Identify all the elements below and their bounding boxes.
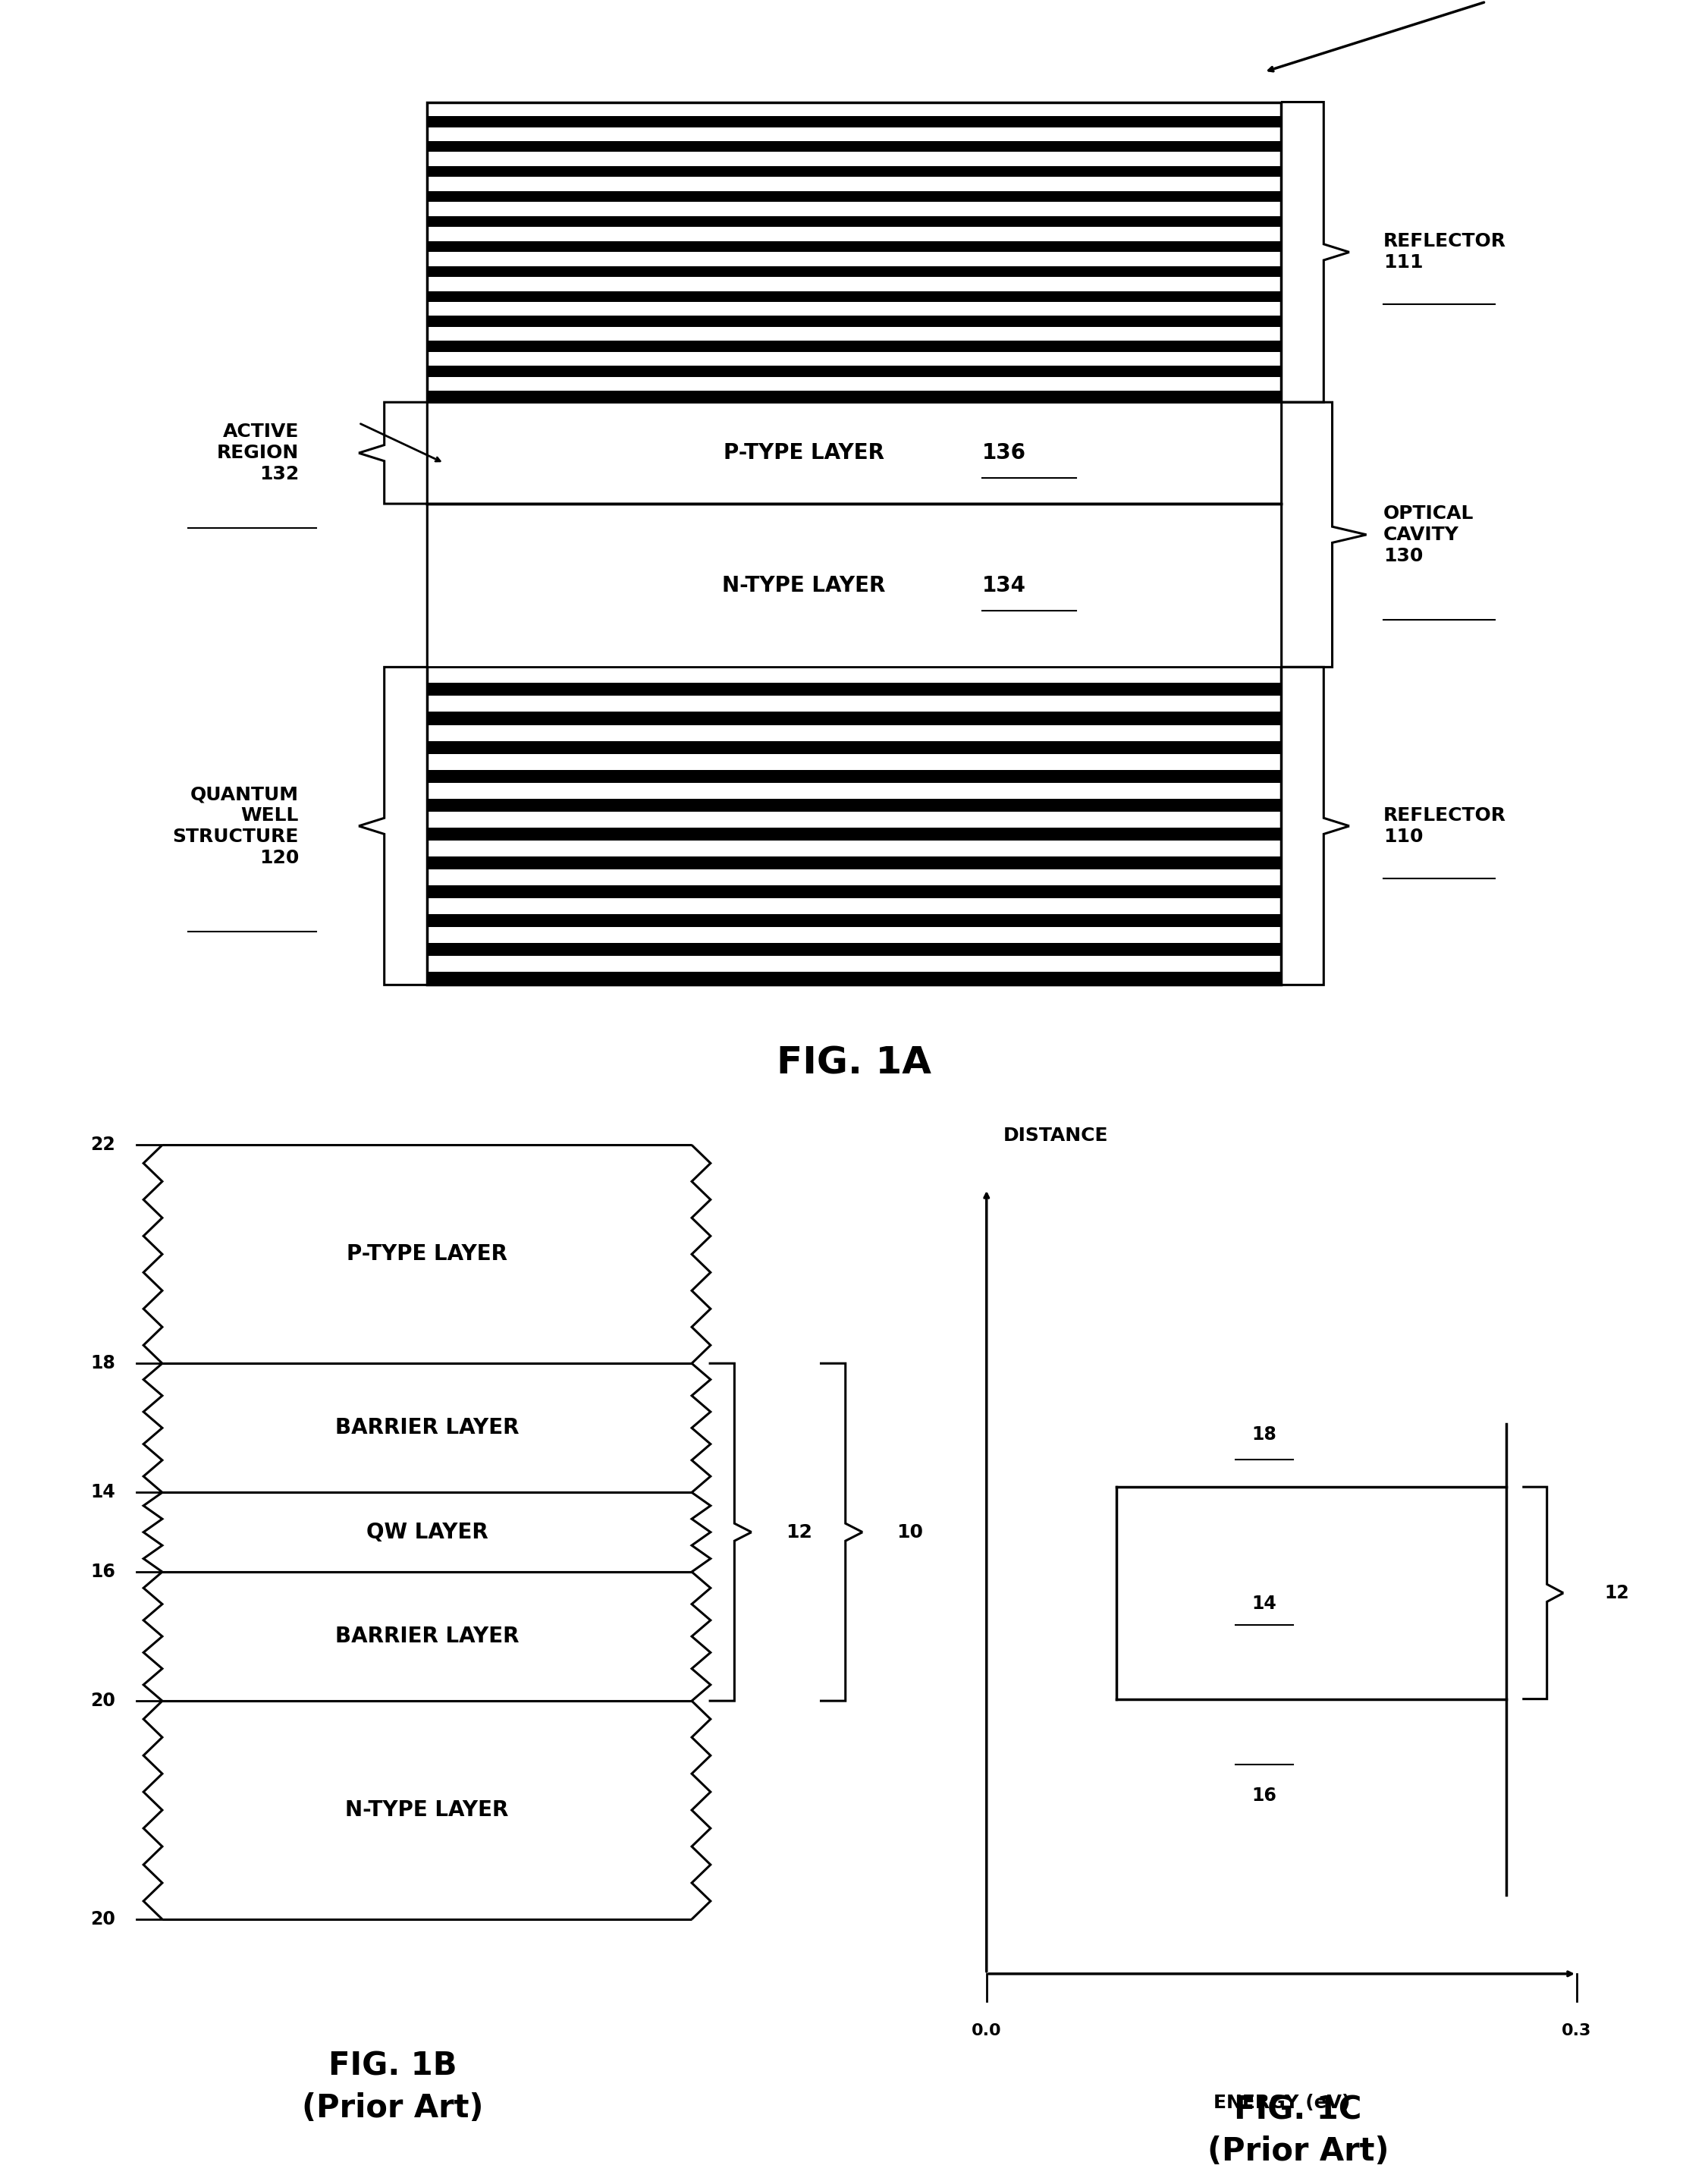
Text: 16: 16 (1252, 1786, 1278, 1804)
Text: 12: 12 (1604, 1583, 1629, 1603)
Text: BARRIER LAYER: BARRIER LAYER (335, 1625, 519, 1647)
Text: BARRIER LAYER: BARRIER LAYER (335, 1418, 519, 1439)
Text: 16: 16 (91, 1564, 116, 1581)
Text: 14: 14 (91, 1483, 116, 1501)
Bar (427, 390, 1281, 401)
Bar (427, 504, 1281, 667)
Text: 18: 18 (91, 1354, 116, 1372)
Text: ACTIVE
REGION
132: ACTIVE REGION 132 (217, 423, 299, 484)
Text: QUANTUM
WELL
STRUCTURE
120: QUANTUM WELL STRUCTURE 120 (173, 785, 299, 866)
Bar (427, 142, 1281, 153)
Text: 20: 20 (91, 1692, 116, 1710)
Text: 134: 134 (982, 576, 1027, 595)
Bar (427, 216, 1281, 227)
Text: FIG. 1A: FIG. 1A (777, 1045, 931, 1082)
Bar (427, 290, 1281, 303)
Bar (427, 366, 1281, 377)
Bar (427, 266, 1281, 277)
Bar (427, 103, 1281, 986)
Bar (427, 742, 1281, 755)
Text: FIG. 1B
(Prior Art): FIG. 1B (Prior Art) (302, 2050, 483, 2124)
Bar (427, 973, 1281, 986)
Text: N-TYPE LAYER: N-TYPE LAYER (722, 576, 900, 595)
Text: REFLECTOR
111: REFLECTOR 111 (1383, 233, 1506, 273)
Text: 0.0: 0.0 (972, 2024, 1001, 2037)
Bar (427, 885, 1281, 899)
Text: 10: 10 (897, 1522, 924, 1542)
Bar (427, 316, 1281, 327)
Bar (427, 942, 1281, 955)
Bar (427, 827, 1281, 840)
Text: REFLECTOR
110: REFLECTOR 110 (1383, 807, 1506, 846)
Text: FIG. 1C
(Prior Art): FIG. 1C (Prior Art) (1208, 2094, 1389, 2168)
Text: 22: 22 (91, 1136, 116, 1154)
Bar (427, 240, 1281, 253)
Bar (427, 192, 1281, 203)
Bar (427, 401, 1281, 504)
Text: DISTANCE: DISTANCE (1003, 1128, 1108, 1145)
Text: 14: 14 (1252, 1594, 1278, 1612)
Text: 18: 18 (1252, 1424, 1278, 1444)
Text: P-TYPE LAYER: P-TYPE LAYER (347, 1243, 507, 1265)
Text: 0.3: 0.3 (1561, 2024, 1592, 2037)
Bar (427, 340, 1281, 351)
Bar (427, 798, 1281, 811)
Bar (427, 116, 1281, 126)
Bar (427, 857, 1281, 870)
Text: P-TYPE LAYER: P-TYPE LAYER (724, 443, 898, 465)
Bar (427, 683, 1281, 696)
Text: OPTICAL
CAVITY
130: OPTICAL CAVITY 130 (1383, 504, 1474, 565)
Text: 12: 12 (786, 1522, 811, 1542)
Bar (427, 166, 1281, 177)
Text: N-TYPE LAYER: N-TYPE LAYER (345, 1799, 509, 1821)
Text: 20: 20 (91, 1911, 116, 1928)
Bar (427, 770, 1281, 783)
Bar (427, 914, 1281, 927)
Text: 136: 136 (982, 443, 1027, 465)
Bar (427, 711, 1281, 724)
Text: QW LAYER: QW LAYER (366, 1522, 488, 1542)
Text: ENERGY (eV): ENERGY (eV) (1213, 2094, 1349, 2111)
